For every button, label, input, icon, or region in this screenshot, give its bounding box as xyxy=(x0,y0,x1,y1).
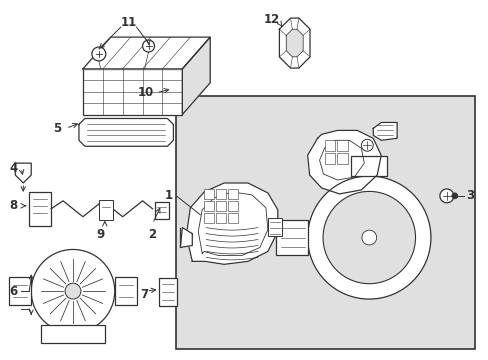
Bar xyxy=(324,140,335,151)
Text: 11: 11 xyxy=(120,16,137,29)
Circle shape xyxy=(65,283,81,299)
Bar xyxy=(216,189,225,199)
Circle shape xyxy=(92,47,105,61)
Bar xyxy=(9,277,31,305)
Circle shape xyxy=(323,192,415,284)
Polygon shape xyxy=(372,122,396,140)
Text: 10: 10 xyxy=(137,86,153,99)
Text: 2: 2 xyxy=(148,228,156,240)
Bar xyxy=(115,277,136,305)
Bar xyxy=(204,201,214,211)
Polygon shape xyxy=(180,228,192,247)
Circle shape xyxy=(307,176,430,299)
Bar xyxy=(216,201,225,211)
Polygon shape xyxy=(15,163,31,183)
Polygon shape xyxy=(285,29,303,57)
Text: 1: 1 xyxy=(164,189,172,202)
Bar xyxy=(275,220,307,255)
Bar xyxy=(324,153,335,164)
Circle shape xyxy=(142,40,154,52)
Circle shape xyxy=(31,249,115,333)
Bar xyxy=(41,325,104,343)
Bar xyxy=(351,156,386,176)
Bar xyxy=(204,213,214,223)
Polygon shape xyxy=(182,37,210,114)
Text: 6: 6 xyxy=(9,285,18,298)
Bar xyxy=(154,202,169,219)
Circle shape xyxy=(439,189,453,203)
Bar xyxy=(159,278,177,306)
Bar xyxy=(227,201,238,211)
Text: 5: 5 xyxy=(53,122,61,135)
Bar xyxy=(267,218,281,235)
Bar xyxy=(204,189,214,199)
Circle shape xyxy=(451,193,457,199)
Bar xyxy=(337,140,347,151)
Bar xyxy=(227,213,238,223)
Bar xyxy=(337,153,347,164)
Text: 3: 3 xyxy=(465,189,473,202)
Text: 7: 7 xyxy=(140,288,148,301)
Text: 4: 4 xyxy=(9,162,18,175)
Circle shape xyxy=(361,230,376,245)
Bar xyxy=(83,69,182,114)
Bar xyxy=(227,189,238,199)
Polygon shape xyxy=(186,183,277,264)
Text: 12: 12 xyxy=(263,13,280,26)
Bar xyxy=(29,192,51,226)
Text: 9: 9 xyxy=(97,228,105,240)
Polygon shape xyxy=(79,118,173,146)
Bar xyxy=(216,213,225,223)
Bar xyxy=(99,200,113,220)
Bar xyxy=(176,96,474,349)
Polygon shape xyxy=(83,37,210,69)
Polygon shape xyxy=(279,18,309,68)
Circle shape xyxy=(361,139,372,151)
Text: 8: 8 xyxy=(9,199,18,212)
Polygon shape xyxy=(307,130,381,194)
